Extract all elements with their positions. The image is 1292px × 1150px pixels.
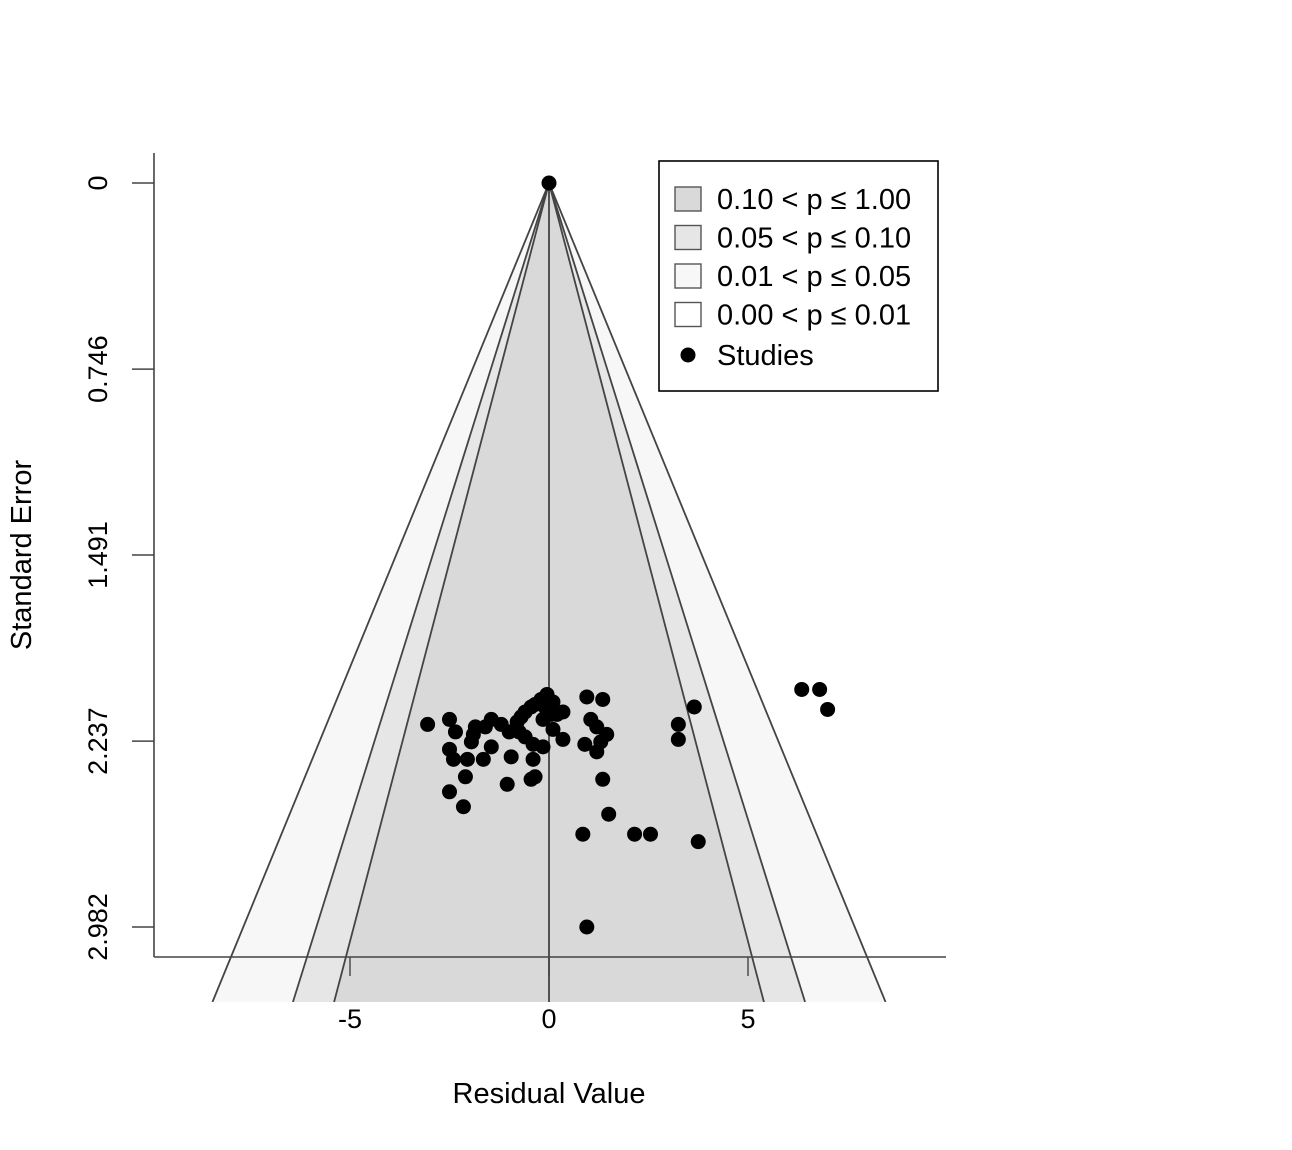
study-point [442,784,457,800]
study-point [794,681,810,697]
y-axis-title: Standard Error [6,460,38,651]
study-point [812,681,828,697]
legend-swatch-3 [674,301,702,328]
legend-label-studies: Studies [717,340,814,372]
study-point [545,721,561,737]
legend: 0.10 < p ≤ 1.00 0.05 < p ≤ 0.10 0.01 < p ≤… [658,160,939,392]
study-point [575,826,591,842]
study-point [595,691,611,707]
y-tick-label: 0 [83,175,113,190]
study-point [579,689,595,705]
study-point [445,751,461,767]
x-tick-label: -5 [338,1004,362,1034]
axes: -5 0 5 0 0.746 1.491 2.237 2.982 [83,153,946,1034]
contour-line-left-0 [211,182,550,1002]
y-tick-label: 0.746 [83,335,113,403]
x-tick-label: 0 [541,1004,556,1034]
study-point [670,731,686,747]
x-tick-label: 5 [740,1004,755,1034]
contour-lines [211,182,887,1002]
study-point [579,919,595,935]
study-point [686,699,702,715]
study-point [457,769,473,785]
study-point [483,739,499,755]
legend-swatch-2 [674,263,702,289]
study-point [642,826,658,842]
x-axis-title: Residual Value [453,1078,646,1110]
study-point [463,734,479,750]
study-point [589,744,605,760]
study-point [517,729,533,745]
legend-swatch-1 [674,224,702,251]
study-point [535,711,551,727]
study-point [690,834,706,850]
contour-line-left-2 [333,182,550,1002]
study-points [420,175,836,935]
study-point [670,716,686,732]
legend-marker-studies [680,347,696,363]
contour-line-left-1 [292,182,550,1002]
study-point [545,694,561,710]
study-point [455,799,471,815]
study-point [525,751,541,767]
contour-line-right-2 [548,182,765,1002]
study-point [475,751,491,767]
study-point [577,736,593,752]
study-point [503,749,519,765]
legend-label-0: 0.10 < p ≤ 1.00 [717,184,911,216]
study-point [820,701,836,717]
study-point [541,175,557,191]
study-point [549,706,565,722]
legend-label-1: 0.05 < p ≤ 0.10 [717,223,911,255]
y-tick-label: 2.982 [83,893,113,961]
legend-swatch-0 [674,186,702,212]
contour-line-right-0 [548,182,887,1002]
y-tick-label: 2.237 [83,707,113,775]
contour-line-right-1 [548,182,806,1002]
study-point [555,731,571,747]
legend-box [658,160,939,392]
study-point [447,724,463,740]
legend-label-3: 0.00 < p ≤ 0.01 [717,300,911,332]
study-point [595,771,611,787]
study-point [420,716,436,732]
study-point [627,826,643,842]
legend-label-2: 0.01 < p ≤ 0.05 [717,261,911,293]
study-point [601,806,617,822]
study-point [459,751,475,767]
study-point [523,771,539,787]
y-tick-label: 1.491 [83,521,113,589]
study-point [442,711,457,727]
study-point [499,776,515,792]
